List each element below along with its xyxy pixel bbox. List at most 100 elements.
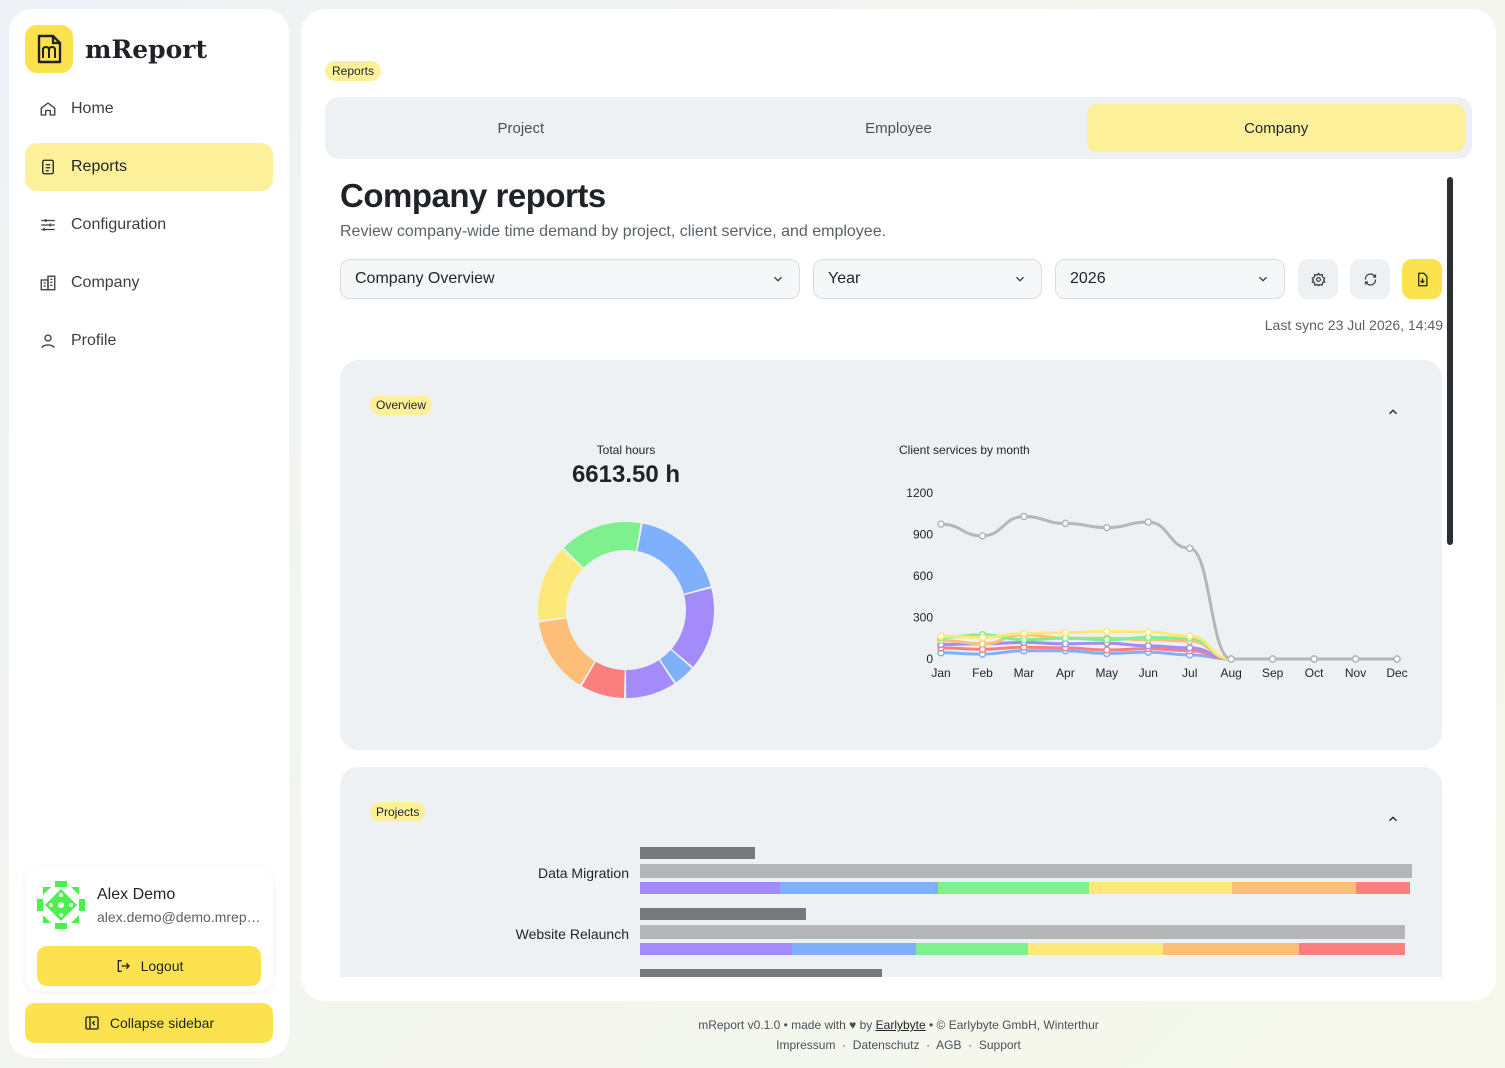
project-bar-hours[interactable] bbox=[640, 969, 882, 977]
donut-slice[interactable] bbox=[671, 588, 714, 667]
project-bar-segment[interactable] bbox=[1356, 882, 1410, 894]
series-point[interactable] bbox=[1351, 655, 1360, 663]
series-point[interactable] bbox=[1020, 635, 1028, 644]
file-download-icon bbox=[1417, 272, 1427, 286]
series-point[interactable] bbox=[1144, 628, 1153, 636]
year-select[interactable]: 2026 bbox=[1055, 259, 1285, 299]
series-point[interactable] bbox=[978, 633, 987, 642]
sidebar-item-label: Company bbox=[71, 274, 140, 291]
footer-link-agb[interactable]: AGB bbox=[936, 1038, 962, 1052]
project-bar-segment[interactable] bbox=[1232, 882, 1356, 894]
project-bar-segment[interactable] bbox=[1299, 943, 1405, 955]
series-point[interactable] bbox=[1144, 642, 1153, 650]
tab-project[interactable]: Project bbox=[497, 119, 545, 137]
project-label-data-migration: Data Migration bbox=[537, 865, 629, 881]
series-point[interactable] bbox=[978, 532, 987, 540]
project-bar-segment[interactable] bbox=[640, 943, 792, 955]
series-point[interactable] bbox=[1061, 519, 1070, 528]
y-tick-label: 600 bbox=[913, 569, 933, 583]
series-point[interactable] bbox=[978, 640, 987, 648]
projects-bar-chart bbox=[640, 847, 1412, 977]
overview-collapse-button[interactable] bbox=[1371, 390, 1415, 434]
sidebar-item-company[interactable]: Company bbox=[25, 259, 273, 307]
project-bar-capacity[interactable] bbox=[640, 864, 1412, 878]
footer-link-impressum[interactable]: Impressum bbox=[776, 1038, 836, 1052]
refresh-button[interactable] bbox=[1350, 259, 1390, 299]
x-tick-label: Sep bbox=[1262, 666, 1284, 680]
series-point[interactable] bbox=[1185, 544, 1194, 553]
series-point[interactable] bbox=[1103, 523, 1111, 532]
series-point[interactable] bbox=[1020, 629, 1028, 638]
project-bar-segment[interactable] bbox=[792, 943, 916, 955]
series-point[interactable] bbox=[1268, 655, 1277, 663]
project-bar-capacity[interactable] bbox=[640, 925, 1405, 939]
sidebar-collapse-icon bbox=[85, 1016, 99, 1030]
scrollbar[interactable] bbox=[1447, 177, 1453, 545]
footer-link-datenschutz[interactable]: Datenschutz bbox=[852, 1038, 920, 1052]
project-bar-segment[interactable] bbox=[916, 943, 1028, 955]
collapse-sidebar-button[interactable]: Collapse sidebar bbox=[25, 1003, 273, 1043]
report-select[interactable]: Company Overview bbox=[340, 259, 800, 299]
donut-slice[interactable] bbox=[637, 523, 711, 594]
series-point[interactable] bbox=[1103, 635, 1111, 644]
series-point[interactable] bbox=[1103, 627, 1111, 636]
donut-slice[interactable] bbox=[581, 661, 625, 698]
x-tick-label: Dec bbox=[1386, 666, 1407, 680]
sidebar-item-home[interactable]: Home bbox=[25, 85, 273, 133]
y-tick-label: 300 bbox=[913, 611, 933, 625]
donut-slice[interactable] bbox=[626, 660, 675, 698]
home-icon bbox=[40, 102, 56, 116]
series-point[interactable] bbox=[1144, 518, 1153, 526]
project-bar-segment[interactable] bbox=[780, 882, 938, 894]
series-point[interactable] bbox=[937, 632, 945, 640]
sidebar-item-profile[interactable]: Profile bbox=[25, 317, 273, 365]
report-icon bbox=[42, 159, 54, 175]
export-button[interactable] bbox=[1402, 259, 1442, 299]
breadcrumb[interactable]: Reports bbox=[325, 61, 382, 81]
footer: mReport v0.1.0 • made with ♥ by Earlybyt… bbox=[301, 1015, 1496, 1055]
sidebar-item-reports[interactable]: Reports bbox=[25, 143, 273, 191]
logout-button[interactable]: Logout bbox=[37, 946, 261, 986]
period-select[interactable]: Year bbox=[813, 259, 1042, 299]
donut-slice[interactable] bbox=[563, 522, 641, 568]
report-select-value: Company Overview bbox=[355, 270, 495, 287]
series-point[interactable] bbox=[1103, 646, 1111, 654]
project-label-website-relaunch: Website Relaunch bbox=[515, 926, 629, 942]
series-point[interactable] bbox=[1227, 655, 1235, 663]
tab-employee[interactable]: Employee bbox=[865, 119, 932, 137]
report-tabs: Project Employee Company bbox=[325, 97, 1472, 159]
projects-card: Projects Data Migration Website Relaunch bbox=[340, 767, 1442, 977]
footer-author-link[interactable]: Earlybyte bbox=[875, 1018, 926, 1032]
chevron-down-icon bbox=[1016, 276, 1024, 282]
project-bar-segment[interactable] bbox=[1028, 943, 1163, 955]
sidebar: mReport Home Reports Configuration Compa… bbox=[9, 9, 289, 1058]
series-point[interactable] bbox=[1310, 655, 1318, 663]
settings-button[interactable] bbox=[1298, 259, 1338, 299]
footer-link-support[interactable]: Support bbox=[978, 1038, 1021, 1052]
x-tick-label: Apr bbox=[1056, 666, 1075, 680]
project-bar-segment[interactable] bbox=[640, 882, 780, 894]
tab-company[interactable]: Company bbox=[1087, 104, 1466, 152]
project-bar-hours[interactable] bbox=[640, 908, 806, 920]
donut-slice[interactable] bbox=[538, 549, 583, 621]
project-bar-hours[interactable] bbox=[640, 847, 755, 859]
donut-slice[interactable] bbox=[538, 618, 595, 686]
projects-collapse-button[interactable] bbox=[1371, 797, 1415, 841]
project-bar-segment[interactable] bbox=[1163, 943, 1299, 955]
series-point[interactable] bbox=[1020, 512, 1028, 521]
series-point[interactable] bbox=[1061, 628, 1070, 637]
sliders-icon bbox=[41, 219, 55, 231]
sidebar-item-configuration[interactable]: Configuration bbox=[25, 201, 273, 249]
sidebar-item-label: Configuration bbox=[71, 216, 167, 233]
series-point[interactable] bbox=[937, 520, 945, 528]
series-point[interactable] bbox=[1185, 644, 1194, 652]
series-point[interactable] bbox=[1185, 632, 1194, 640]
sidebar-item-label: Profile bbox=[71, 332, 117, 349]
brand[interactable]: mReport bbox=[25, 25, 207, 73]
user-email: alex.demo@demo.mreport.ch bbox=[97, 909, 265, 925]
series-point[interactable] bbox=[1393, 655, 1401, 663]
project-bar-segment[interactable] bbox=[938, 882, 1089, 894]
project-bar-segment[interactable] bbox=[1089, 882, 1232, 894]
donut-slice[interactable] bbox=[660, 649, 692, 683]
app-name: mReport bbox=[85, 34, 208, 64]
